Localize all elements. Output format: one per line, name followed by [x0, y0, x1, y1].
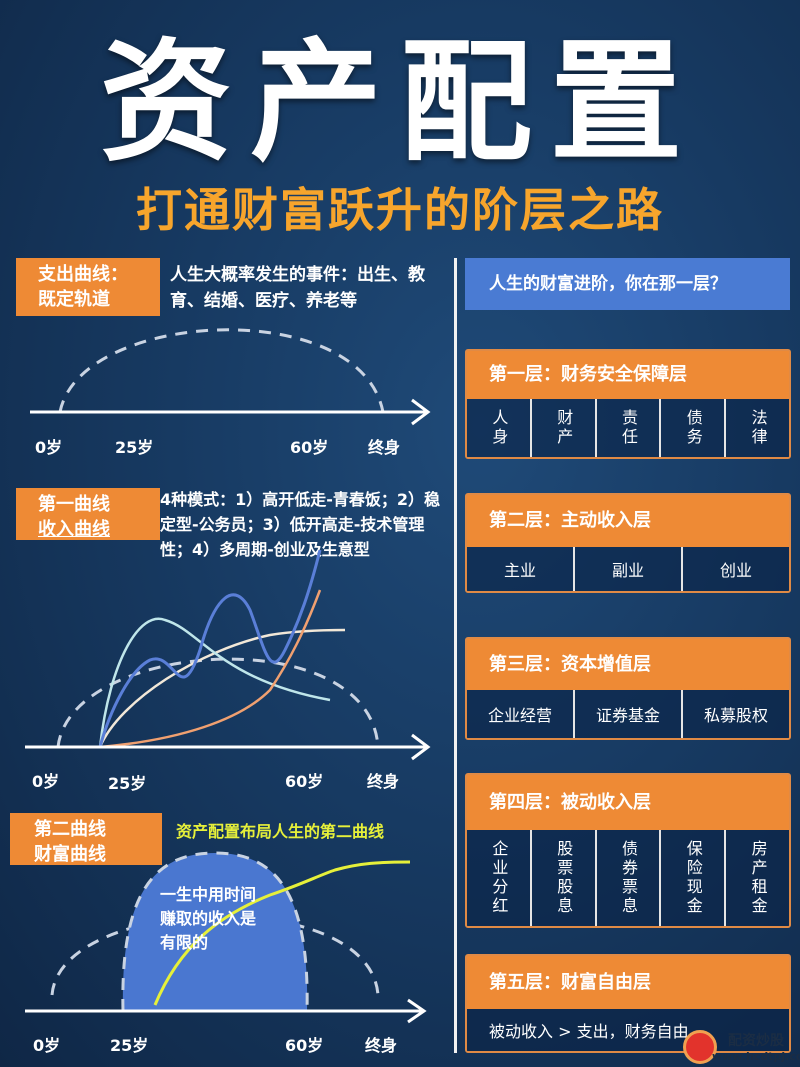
layer-title: 第四层：被动收入层 [467, 775, 789, 830]
axis-label-end: 终身 [365, 1036, 398, 1055]
layer-title: 第三层：资本增值层 [467, 639, 789, 690]
layer-1: 第一层：财务安全保障层 人身 财产 责任 债务 法律 [465, 349, 791, 459]
expense-description: 人生大概率发生的事件：出生、教育、结婚、医疗、养老等 [170, 265, 425, 311]
axis-label-end: 终身 [368, 438, 401, 457]
layer-item: 房产租金 [748, 840, 768, 916]
income-curve-label: 第一曲线 收入曲线 [16, 488, 160, 540]
layer-item: 责任 [597, 399, 662, 457]
label-line: 财富曲线 [34, 844, 106, 865]
layer-item: 企业经营 [467, 690, 575, 738]
stable-income-curve [98, 628, 346, 748]
multi-cycle-curve [98, 550, 322, 748]
axis-label-25: 25岁 [115, 438, 154, 457]
layer-item: 债务 [661, 399, 727, 457]
layer-title: 第五层：财富自由层 [467, 956, 789, 1009]
layer-5: 第五层：财富自由层 被动收入 > 支出，财务自由 [465, 954, 791, 1053]
axis-label-60: 60岁 [285, 772, 324, 791]
axis-arrow [411, 733, 431, 761]
income-curve-diagram [25, 550, 431, 761]
layer-4: 第四层：被动收入层 企业分红 股票股息 债券票息 保险现金 房产租金 [465, 773, 791, 928]
watermark-logo-icon [683, 1030, 717, 1064]
axis-label-0: 0岁 [32, 772, 60, 791]
page-subtitle: 打通财富跃升的阶层之路 [136, 183, 664, 237]
question-banner: 人生的财富进阶，你在那一层？ [465, 258, 790, 310]
label-line: 既定轨道 [38, 289, 110, 310]
layer-item: 企业分红 [467, 830, 532, 926]
layer-item: 人身 [467, 399, 532, 457]
wealth-curve-diagram [25, 851, 427, 1024]
wealth-curve [153, 860, 411, 1006]
layer-item: 债券票息 [597, 830, 662, 926]
income-description: 4种模式：1）高开低走-青春饭；2）稳定型-公务员；3）低开高走-技术管理性；4… [160, 490, 441, 559]
layer-2: 第二层：主动收入层 主业 副业 创业 [465, 493, 791, 593]
dome-text: 一生中用时间赚取的收入是有限的 [160, 885, 257, 952]
layer-item: 主业 [467, 547, 575, 591]
axis-label-0: 0岁 [35, 438, 63, 457]
axis-label-0: 0岁 [33, 1036, 61, 1055]
layer-title: 第一层：财务安全保障层 [467, 351, 789, 399]
layer-title: 第二层：主动收入层 [467, 495, 789, 547]
axis-label-end: 终身 [367, 772, 400, 791]
income-dome [121, 851, 309, 1013]
layer-item: 股票股息 [532, 830, 597, 926]
axis-label-60: 60岁 [285, 1036, 324, 1055]
layer-item: 被动收入 > 支出，财务自由 [489, 1022, 689, 1041]
watermark-url: www.hcdtpj.com [712, 1050, 800, 1063]
page-title: 资产配置 [100, 26, 700, 180]
early-peak-curve [98, 617, 331, 748]
layer-item: 证券基金 [575, 690, 683, 738]
layer-item: 保险现金 [661, 830, 727, 926]
layer-item: 法律 [748, 409, 768, 447]
axis-label-60: 60岁 [290, 438, 329, 457]
wealth-curve-label: 第二曲线 财富曲线 [10, 813, 162, 865]
layer-3: 第三层：资本增值层 企业经营 证券基金 私募股权 [465, 637, 791, 740]
expense-arc [58, 328, 385, 413]
expense-curve-label: 支出曲线： 既定轨道 [16, 258, 160, 316]
expense-arc [56, 657, 380, 748]
layer-item: 私募股权 [703, 706, 768, 725]
wealth-headline: 资产配置布局人生的第二曲线 [176, 822, 385, 841]
late-rise-curve [99, 589, 322, 749]
label-line: 收入曲线 [38, 519, 110, 540]
expense-curve-diagram [30, 328, 431, 426]
layer-item: 副业 [575, 547, 683, 591]
layer-item: 财产 [532, 399, 597, 457]
axis-arrow [411, 398, 431, 426]
label-line: 第二曲线 [34, 819, 106, 840]
layer-item: 创业 [719, 561, 752, 580]
label-line: 第一曲线 [38, 494, 110, 515]
label-line: 支出曲线： [38, 264, 128, 285]
axis-label-25: 25岁 [110, 1036, 149, 1055]
axis-arrow [407, 998, 427, 1024]
watermark-text: 配资炒股 [728, 1033, 784, 1049]
axis-label-25: 25岁 [108, 774, 147, 793]
divider [454, 258, 457, 1053]
